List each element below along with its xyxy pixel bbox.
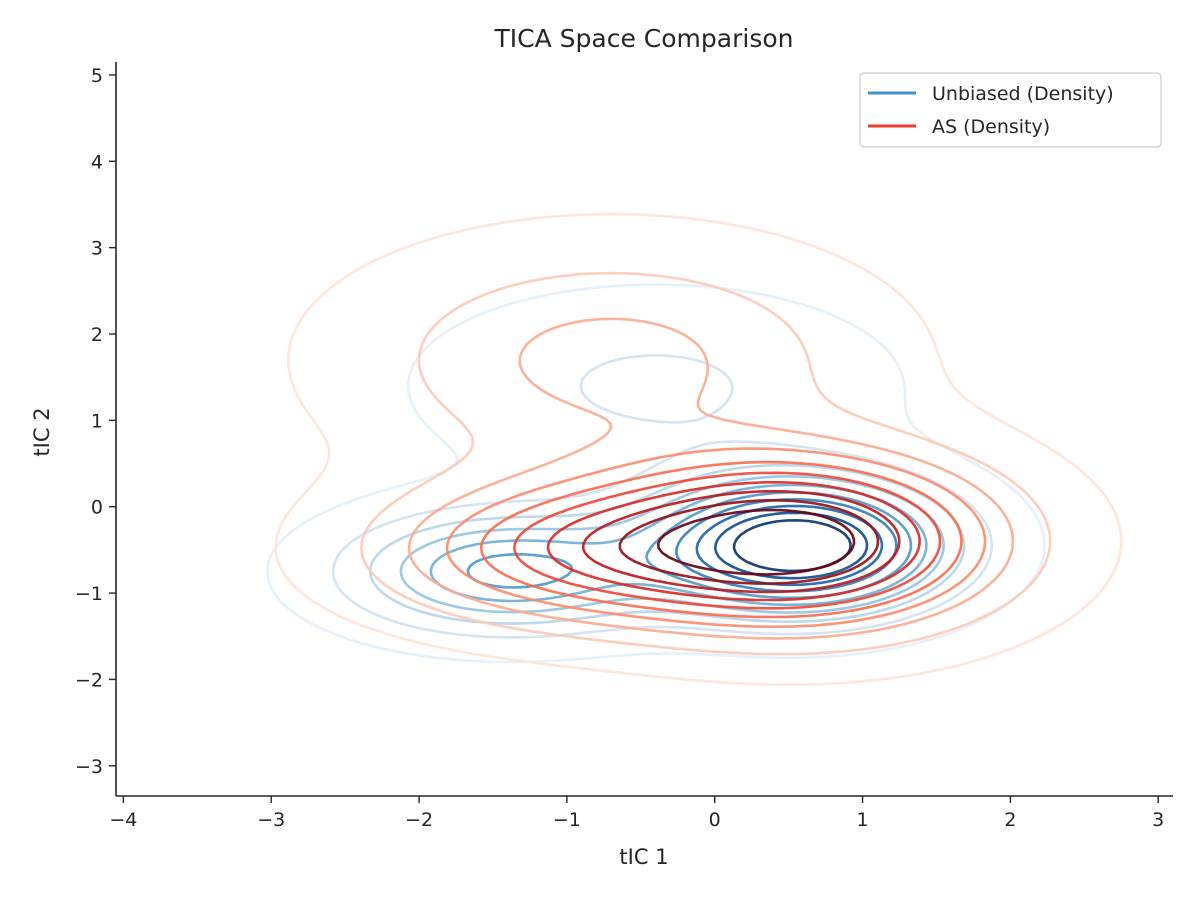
x-tick-label: −1 [553,809,581,831]
legend: Unbiased (Density) AS (Density) [859,72,1162,148]
legend-frame [859,72,1162,148]
x-tick-label: −2 [405,809,433,831]
y-tick-label: 1 [91,410,103,432]
contour-series-unbiased [266,283,1046,664]
contour-line [546,481,921,602]
x-tick-label: −4 [109,809,137,831]
x-tick-label: 3 [1152,809,1164,831]
legend-label-unbiased: Unbiased (Density) [932,83,1114,105]
contour-line [513,471,942,610]
y-tick-label: 0 [91,497,103,519]
y-tick-label: −3 [75,756,103,778]
y-tick-label: 2 [91,324,103,346]
x-tick-label: 2 [1004,809,1016,831]
x-tick-label: −3 [257,809,285,831]
contour-line [479,460,963,619]
contour-line [713,511,869,580]
legend-label-as: AS (Density) [932,116,1050,138]
x-tick-label: 1 [857,809,869,831]
y-tick-label: 5 [91,65,103,87]
axes: −4 −3 −2 −1 0 1 2 3 −3 −2 −1 0 1 2 3 4 5 [75,62,1173,831]
y-axis-label: tIC 2 [30,407,54,456]
contour-line [581,490,901,594]
y-tick-label: −1 [75,583,103,605]
y-tick-label: 3 [91,238,103,260]
contour-line [618,499,880,585]
x-axis-label: tIC 1 [619,845,668,869]
contour-line [445,447,987,629]
x-tick-label: 0 [709,809,721,831]
contour-line [331,354,993,639]
contour-line [656,508,856,576]
chart-title: TICA Space Comparison [494,24,794,53]
contour-line [274,212,1123,686]
contour-layer [266,212,1123,686]
y-tick-label: 4 [91,151,103,173]
contour-line [407,317,1015,640]
contour-series-as [274,212,1123,686]
y-tick-label: −2 [75,669,103,691]
contour-line [360,271,1052,656]
